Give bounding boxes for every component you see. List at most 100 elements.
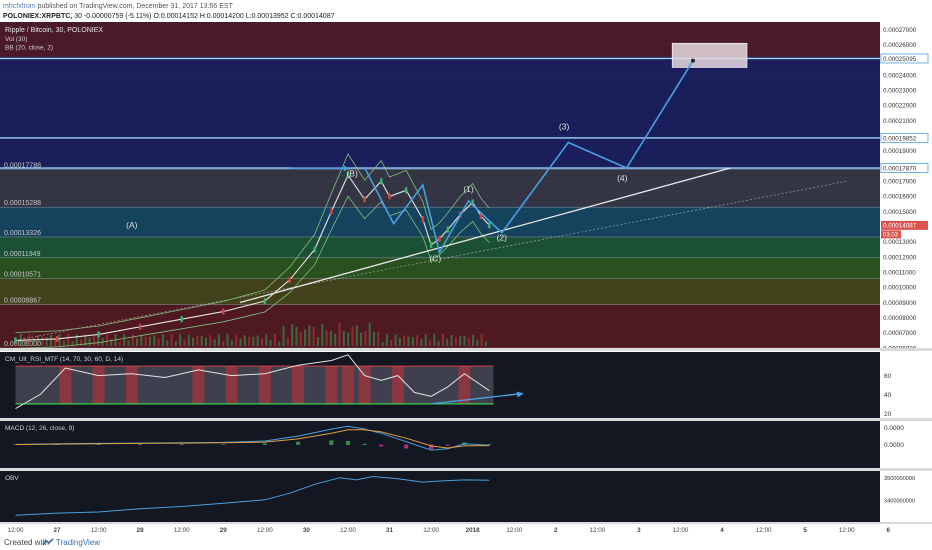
projection-target-dot [690,58,695,63]
rsi-overbought-bar [59,366,72,404]
macd-histogram-bar [138,444,143,445]
price-tick-label: 0.00012000 [883,254,917,261]
rsi-tick-label: 60 [884,373,892,380]
rsi-overbought-bar [225,366,238,404]
rsi-tick-label: 40 [884,392,892,399]
macd-histogram-bar [487,444,492,445]
price-candle [479,213,483,220]
volume-bar [459,336,462,346]
volume-bar [403,335,406,346]
rsi-line [15,354,490,410]
macd-histogram-bar [404,444,409,449]
volume-bar [243,335,246,346]
price-tick-label: 0.00017000 [883,179,917,186]
rsi-axis-background [880,352,932,418]
price-tick-label: 0.00022000 [883,103,917,110]
volume-bar [286,337,289,346]
chart-header: mhcfxfrom published on TradingView.com, … [0,0,932,22]
chart-canvas[interactable]: 0.00017788 0.00015288 0.00013326 0.00011949… [0,22,932,535]
time-tick-label: 12:00 [340,527,356,534]
volume-bar [161,334,164,346]
macd-title: MACD (12, 26, close, 9) [5,425,74,432]
price-candle [388,193,391,200]
macd-pane[interactable]: MACD (12, 26, close, 9) 0.0000 0.0000 [0,421,932,468]
volume-bar [291,324,294,346]
macd-tick-label: 0.0000 [884,442,904,449]
rsi-pane[interactable]: CM_Ult_RSI_MTF (14, 70, 30, 60, D, 14) 60… [0,352,932,418]
peak-arrow-head [343,165,349,172]
time-tick-label: 28 [137,527,145,534]
volume-bar [467,337,470,346]
price-candle [429,241,433,248]
volume-bar [226,334,229,346]
price-tick-label: 0.00019000 [883,148,917,155]
main-chart-title: Ripple / Bitcoin, 30, POLONIEX [5,27,103,34]
time-tick-label: 2 [554,527,558,534]
price-tick-label: 0.00026000 [883,42,917,49]
volume-bar [416,335,419,346]
volume-bar [239,338,242,346]
interval-value: 30 [74,13,82,20]
volume-bar [88,337,91,346]
publisher-name[interactable]: mhcfxfrom [3,3,36,10]
obv-pane[interactable]: OBV 3500000000 3400000000 [0,471,932,522]
volume-bar [97,335,100,346]
created-with-label: Created with [4,538,49,547]
wave-label: (B) [346,169,358,179]
change-value: -0.00000759 (-5.11%) [83,13,152,20]
macd-signal-line [15,429,490,449]
macd-histogram-bar [96,444,101,445]
volume-bar [230,340,233,346]
macd-histogram-bar [13,444,18,445]
obv-axis-background [880,471,932,522]
volume-bar [394,334,397,346]
publish-line: mhcfxfrom published on TradingView.com, … [3,2,233,11]
volume-bar [123,334,126,346]
volume-bar [157,338,160,346]
symbol-name[interactable]: POLONIEX:XRPBTC [3,13,71,20]
volume-bar [424,334,427,346]
price-candle [346,172,350,179]
price-tick-label: 0.00007000 [883,330,917,337]
bollinger-upper-band [15,153,490,333]
time-tick-label: 12:00 [756,527,772,534]
price-tick-label: 0.00016000 [883,194,917,201]
volume-bar [187,334,190,346]
time-axis[interactable]: 12:00 27 12:00 28 12:00 29 12:00 30 12:00 31 12:00… [0,524,932,535]
macd-axis-background [880,421,932,468]
wave-label: (1) [463,184,474,194]
volume-bar [24,339,27,346]
volume-bar [144,336,147,346]
volume-bar [368,322,371,346]
fib-level-label: 0.00006000 [4,341,41,348]
main-price-pane[interactable]: 0.00017788 0.00015288 0.00013326 0.00011949… [0,22,932,525]
volume-bar [472,334,475,346]
obv-tick-label: 3500000000 [884,476,915,482]
volume-bar [260,338,263,346]
volume-bar [222,341,225,346]
volume-bar [476,339,479,346]
rsi-overbought-bar [192,366,205,404]
price-tick-highlight [880,133,929,143]
rsi-trend-arrow [431,392,523,405]
volume-bar [355,325,358,346]
volume-bar [364,330,367,346]
macd-histogram-bar [296,441,301,445]
time-tick-label: 12:00 [589,527,605,534]
volume-bar [127,340,130,346]
price-axis-background [880,22,932,348]
support-trendline [239,167,731,304]
volume-bar [84,334,87,346]
tradingview-brand[interactable]: TradingView [56,538,101,547]
volume-bar [179,334,182,346]
volume-bar [192,337,195,346]
macd-histogram-bar [345,441,350,445]
volume-bar [454,337,457,346]
time-tick-label: 31 [386,527,394,534]
volume-bar [149,336,152,346]
price-tick-label: 0.00011000 [883,269,916,276]
price-candle [14,337,17,344]
volume-bar [308,325,311,346]
time-tick-label: 3 [637,527,641,534]
price-tick-label: 0.00009000 [883,300,917,307]
